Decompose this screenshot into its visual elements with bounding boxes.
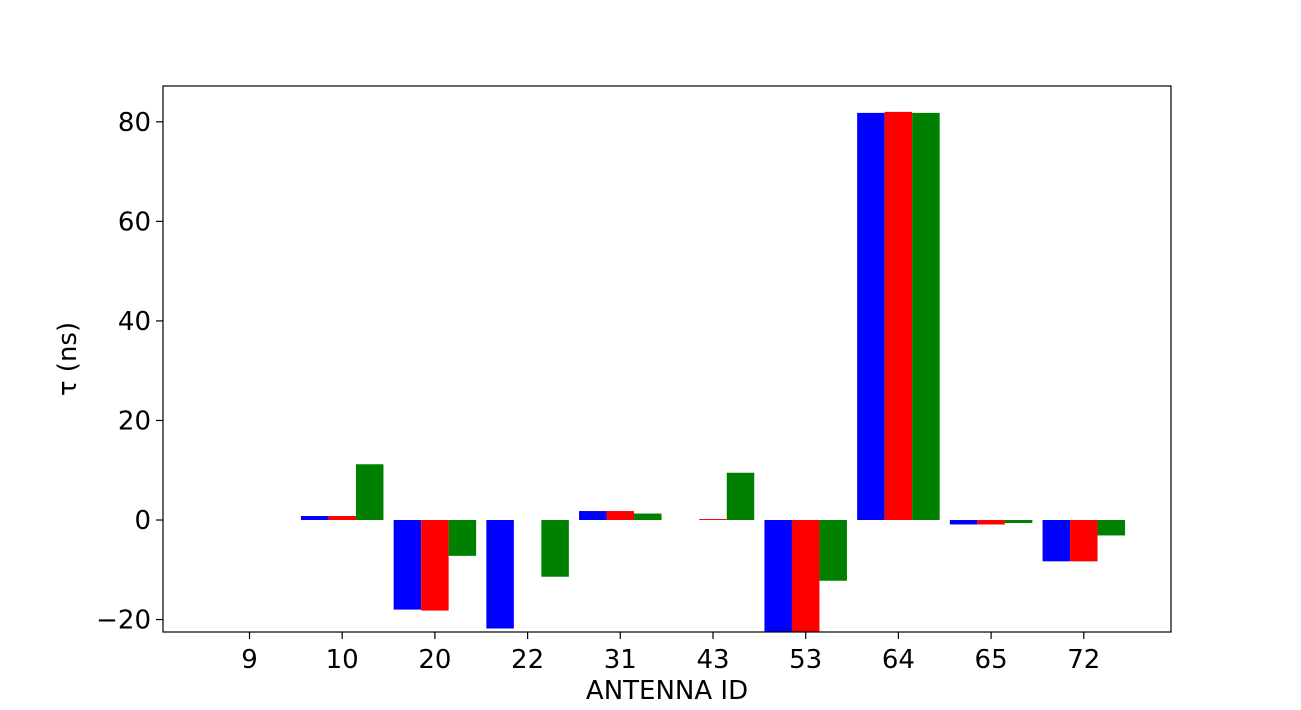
bar-72-series-2 xyxy=(1070,520,1098,562)
bars-layer xyxy=(300,111,1126,632)
bar-10-series-3 xyxy=(355,464,384,521)
bar-10-series-1 xyxy=(300,516,329,521)
x-tick-label: 22 xyxy=(511,645,544,675)
bar-22-series-1 xyxy=(486,520,514,629)
bar-10-series-2 xyxy=(328,516,356,521)
x-axis: 9 10 20 22 31 43 53 64 65 72 xyxy=(241,632,1100,675)
bar-72-series-3 xyxy=(1097,520,1126,536)
bar-22-series-3 xyxy=(541,520,569,577)
bar-65-series-1 xyxy=(949,520,978,525)
bar-31-series-1 xyxy=(579,511,607,521)
y-tick-label: 60 xyxy=(118,207,151,237)
bar-53-series-1 xyxy=(764,520,792,632)
y-tick-label: 40 xyxy=(118,307,151,337)
y-tick-label: 20 xyxy=(118,406,151,436)
bar-64-series-1 xyxy=(857,112,885,521)
bar-53-series-2 xyxy=(791,520,820,632)
bar-20-series-2 xyxy=(421,520,449,611)
bar-43-series-3 xyxy=(726,472,755,521)
bar-65-series-2 xyxy=(977,520,1005,525)
x-tick-label: 72 xyxy=(1067,645,1100,675)
x-tick-label: 9 xyxy=(241,645,258,675)
y-tick-label: −20 xyxy=(96,606,151,636)
bar-64-series-2 xyxy=(884,111,913,521)
bar-53-series-3 xyxy=(819,520,847,581)
y-tick-label: 0 xyxy=(134,506,151,536)
x-tick-label: 20 xyxy=(418,645,451,675)
x-tick-label: 53 xyxy=(789,645,822,675)
bar-20-series-3 xyxy=(448,520,477,556)
x-axis-label: ANTENNA ID xyxy=(586,676,748,706)
bar-31-series-3 xyxy=(634,513,662,521)
x-tick-label: 10 xyxy=(326,645,359,675)
plot-frame xyxy=(162,85,1172,633)
x-tick-label: 31 xyxy=(604,645,637,675)
y-axis: −20 0 20 40 60 80 xyxy=(96,108,163,636)
bar-20-series-1 xyxy=(393,520,422,610)
y-tick-label: 80 xyxy=(118,108,151,138)
bar-43-series-2 xyxy=(699,519,727,521)
bar-64-series-3 xyxy=(912,112,940,521)
y-axis-label: τ (ns) xyxy=(53,322,83,396)
x-tick-label: 65 xyxy=(975,645,1008,675)
x-tick-label: 43 xyxy=(696,645,729,675)
bar-72-series-1 xyxy=(1042,520,1071,562)
bar-65-series-3 xyxy=(1004,520,1033,523)
bar-31-series-2 xyxy=(606,511,635,521)
x-tick-label: 64 xyxy=(882,645,915,675)
